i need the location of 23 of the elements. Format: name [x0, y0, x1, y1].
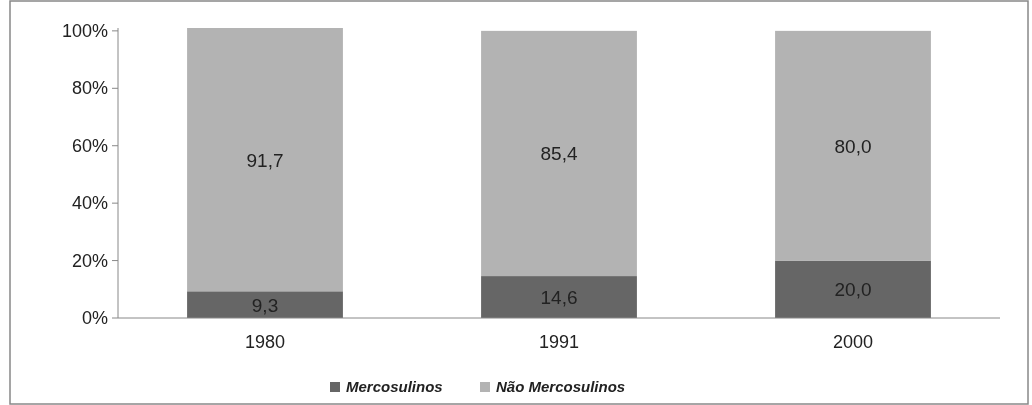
bar	[481, 276, 637, 318]
legend-label: Não Mercosulinos	[496, 378, 626, 395]
data-label: 80,0	[834, 135, 872, 157]
y-tick-label: 100%	[61, 20, 108, 41]
data-label: 20,0	[834, 279, 872, 301]
data-label: 9,3	[251, 294, 279, 316]
x-tick-label: 2000	[832, 332, 874, 352]
y-tick-label: 80%	[71, 78, 108, 99]
x-tick-label: 1991	[538, 332, 580, 352]
data-label: 85,4	[540, 143, 578, 165]
bar	[775, 30, 931, 261]
bar	[775, 260, 931, 318]
y-tick-label: 60%	[71, 135, 108, 156]
y-tick-label: 0%	[81, 308, 108, 328]
x-tick-label: 1980	[244, 332, 286, 352]
bar	[481, 30, 637, 277]
legend-label: Mercosulinos	[346, 378, 443, 395]
data-label: 14,6	[540, 287, 578, 309]
bar	[187, 291, 343, 318]
y-tick-label: 40%	[71, 193, 108, 214]
bar	[187, 28, 343, 292]
y-tick-label: 20%	[71, 250, 108, 271]
data-label: 91,7	[246, 149, 284, 171]
